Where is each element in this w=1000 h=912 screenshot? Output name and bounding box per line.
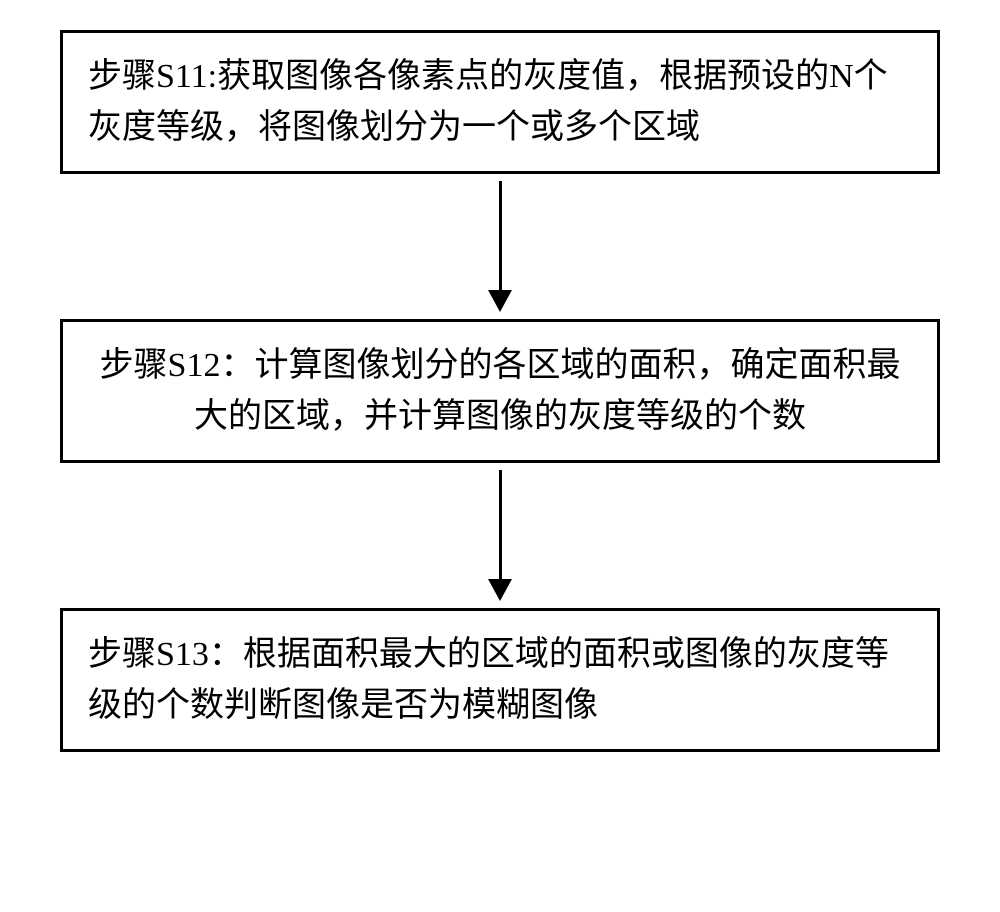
arrow-s11-s12: [488, 174, 512, 319]
arrow-s12-s13: [488, 463, 512, 608]
arrow-head-icon: [488, 290, 512, 312]
flowchart-node-s12: 步骤S12：计算图像划分的各区域的面积，确定面积最大的区域，并计算图像的灰度等级…: [60, 319, 940, 463]
node-text: 步骤S13：根据面积最大的区域的面积或图像的灰度等级的个数判断图像是否为模糊图像: [88, 636, 889, 724]
node-text: 步骤S11:获取图像各像素点的灰度值，根据预设的N个灰度等级，将图像划分为一个或…: [88, 58, 888, 146]
arrow-head-icon: [488, 579, 512, 601]
flowchart-node-s11: 步骤S11:获取图像各像素点的灰度值，根据预设的N个灰度等级，将图像划分为一个或…: [60, 30, 940, 174]
arrow-line-icon: [499, 181, 502, 291]
arrow-line-icon: [499, 470, 502, 580]
flowchart-node-s13: 步骤S13：根据面积最大的区域的面积或图像的灰度等级的个数判断图像是否为模糊图像: [60, 608, 940, 752]
node-text: 步骤S12：计算图像划分的各区域的面积，确定面积最大的区域，并计算图像的灰度等级…: [100, 347, 901, 435]
flowchart-container: 步骤S11:获取图像各像素点的灰度值，根据预设的N个灰度等级，将图像划分为一个或…: [50, 30, 950, 752]
